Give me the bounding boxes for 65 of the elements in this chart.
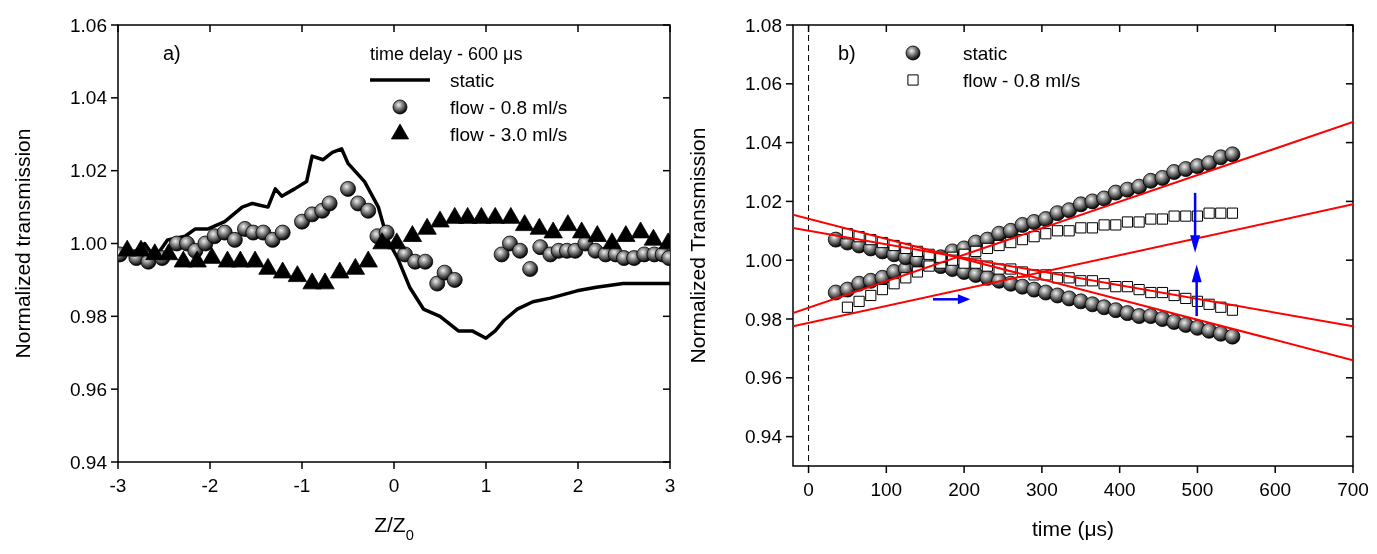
point: [1203, 207, 1215, 219]
point: [1156, 213, 1169, 225]
x-tick-label: -2: [201, 475, 219, 496]
point: [1063, 225, 1075, 237]
point: [1133, 216, 1145, 228]
y-tick-label: 1.00: [745, 249, 782, 271]
y-tick-label: 1.06: [70, 14, 107, 36]
y-tick-label: 1.06: [745, 73, 782, 95]
x-tick-label: 0: [388, 475, 400, 496]
legend-label: static: [963, 43, 1008, 64]
x-tick-label: 1: [480, 475, 492, 496]
legend-title: time delay - 600 μs: [370, 44, 523, 64]
x-tick-label: 100: [870, 479, 903, 500]
point: [841, 301, 854, 313]
point: [1110, 219, 1122, 231]
legend-label: flow - 3.0 ml/s: [450, 124, 568, 145]
point: [1121, 216, 1134, 228]
y-tick-label: 0.96: [70, 378, 107, 400]
point: [1168, 210, 1180, 222]
point: [1075, 222, 1087, 234]
x-axis-title: time (μs): [1031, 517, 1115, 540]
y-tick-label: 0.94: [745, 426, 783, 448]
annotation: a): [163, 42, 181, 64]
y-tick-label: 0.94: [70, 451, 108, 473]
y-tick-label: 0.96: [745, 367, 782, 389]
x-axis-title: Z/Z$_{0}$: [374, 513, 414, 543]
y-tick-label: 0.98: [745, 308, 782, 330]
y-tick-label: 1.04: [745, 132, 783, 154]
point: [876, 284, 889, 296]
x-tick-label: 3: [664, 475, 676, 496]
point: [1051, 225, 1064, 237]
point: [1086, 222, 1099, 234]
legend-label: static: [450, 70, 495, 91]
point: [1226, 207, 1239, 219]
legend-label: flow - 0.8 ml/s: [963, 70, 1081, 91]
point: [1224, 146, 1241, 163]
point: [1040, 228, 1052, 240]
point: [1145, 213, 1157, 225]
x-tick-label: 300: [1026, 479, 1058, 500]
x-tick-label: 500: [1181, 479, 1214, 500]
y-tick-label: 1.00: [70, 233, 107, 255]
y-tick-label: 0.98: [70, 305, 107, 327]
x-tick-label: 200: [948, 479, 980, 500]
point: [865, 289, 877, 302]
point: [1215, 207, 1227, 219]
x-tick-label: -1: [293, 475, 311, 496]
y-tick-label: 1.02: [745, 191, 782, 213]
x-tick-label: 2: [572, 475, 584, 496]
x-tick-label: -3: [109, 475, 127, 496]
x-tick-label: 0: [803, 479, 814, 500]
annotation: b): [838, 42, 856, 64]
y-tick-label: 1.08: [745, 14, 782, 36]
x-tick-label: 700: [1337, 479, 1369, 500]
y-tick-label: 1.04: [70, 87, 108, 109]
y-axis-title: Normalized Transmission: [686, 127, 709, 364]
legend-label: flow - 0.8 ml/s: [450, 97, 568, 118]
point: [1224, 328, 1241, 345]
point: [1098, 219, 1110, 231]
x-tick-label: 600: [1259, 479, 1292, 500]
y-axis-title: Normalized transmission: [11, 128, 34, 359]
x-tick-label: 400: [1103, 479, 1136, 500]
point: [1180, 210, 1192, 222]
point: [853, 295, 865, 307]
point: [1028, 231, 1040, 243]
y-tick-label: 1.02: [70, 160, 107, 182]
